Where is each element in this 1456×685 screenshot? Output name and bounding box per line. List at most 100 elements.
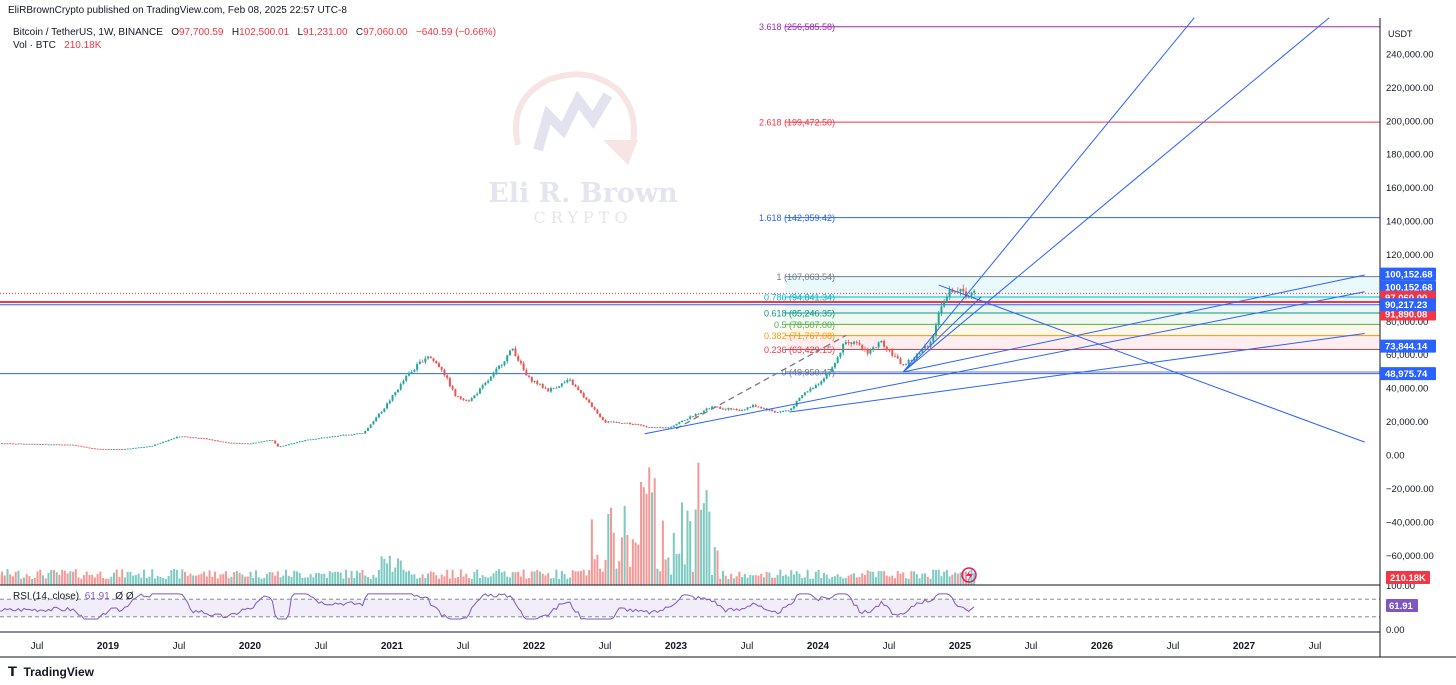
candle-body: [814, 385, 817, 389]
volume-bar: [356, 570, 359, 585]
candle-body: [940, 306, 943, 313]
candle-body: [732, 408, 735, 410]
candle-body: [874, 347, 877, 349]
volume-bar: [727, 578, 730, 585]
volume-bar: [11, 576, 14, 585]
volume-bar: [465, 573, 468, 585]
candlesticks: [0, 284, 976, 450]
volume-bar: [823, 573, 826, 585]
candle-body: [181, 436, 184, 438]
x-tick-label: 2023: [665, 641, 688, 652]
candle-body: [66, 444, 69, 446]
candle-body: [263, 441, 266, 442]
candle-body: [331, 436, 334, 438]
volume-bar: [738, 571, 741, 585]
lightning-icon: [961, 567, 977, 583]
volume-bar: [530, 571, 533, 585]
candle-body: [926, 346, 929, 347]
volume-bar: [110, 576, 113, 585]
candle-body: [435, 360, 438, 364]
volume-bar: [861, 573, 864, 585]
volume-bar: [394, 567, 397, 585]
rsi-label[interactable]: RSI (14, close): [13, 591, 80, 602]
candle-body: [934, 325, 937, 336]
fibonacci-levels[interactable]: 0 (49,950.47) 0.236 (63,429.15) 0.382 (71,…: [759, 22, 1380, 378]
tradingview-brand[interactable]: TradingView: [23, 665, 94, 679]
candle-body: [241, 443, 244, 445]
volume-bar: [44, 578, 47, 585]
volume-bar: [779, 569, 782, 585]
candle-body: [823, 378, 826, 382]
rsi-tick-label: 100.00: [1386, 581, 1415, 592]
volume-bar: [607, 513, 610, 585]
y-tick-label: 220,000.00: [1386, 83, 1434, 94]
symbol-name[interactable]: Bitcoin / TetherUS, 1W, BINANCE: [13, 27, 163, 38]
volume-bar: [506, 576, 509, 585]
volume-bar: [956, 573, 959, 585]
x-tick-label: 2019: [97, 641, 120, 652]
candle-body: [768, 409, 771, 411]
candle-body: [825, 374, 828, 379]
candle-body: [454, 389, 457, 397]
price-tag: [1380, 267, 1436, 281]
volume-bar: [104, 578, 107, 585]
candle-body: [719, 406, 722, 409]
horizontal-lines[interactable]: [0, 292, 1380, 375]
y-tick-label: 20,000.00: [1386, 417, 1428, 428]
candle-body: [951, 289, 954, 293]
candle-body: [661, 427, 664, 429]
candle-body: [410, 371, 413, 374]
candle-body: [831, 367, 834, 372]
candle-body: [675, 423, 678, 426]
candle-body: [806, 391, 809, 393]
price-tag-label: 100,152.68: [1385, 283, 1433, 294]
volume-label[interactable]: Vol · BTC: [13, 40, 56, 51]
candle-body: [970, 292, 973, 297]
volume-bar: [803, 577, 806, 585]
x-tick-label: 2027: [1233, 641, 1256, 652]
candle-body: [894, 355, 897, 357]
volume-bar: [885, 575, 888, 585]
volume-bar: [246, 576, 249, 585]
watermark-logo: Eli R. Brown CRYPTO: [488, 60, 678, 230]
candle-body: [126, 448, 129, 450]
volume-bar: [293, 570, 296, 585]
y-tick-label: 180,000.00: [1386, 150, 1434, 161]
candle-body: [858, 342, 861, 345]
volume-bar: [746, 577, 749, 585]
candle-body: [724, 408, 727, 410]
footer: 𝗧 TradingView: [8, 664, 94, 680]
volume-bar: [670, 574, 673, 585]
candle-body: [585, 397, 588, 400]
candle-body: [339, 435, 342, 437]
trend-line: [938, 284, 1365, 443]
candle-body: [386, 403, 389, 409]
candle-body: [741, 409, 744, 411]
candle-body: [645, 426, 648, 428]
volume-bar: [227, 578, 230, 585]
volume-bar: [315, 573, 318, 585]
trend-lines[interactable]: [644, 17, 1365, 443]
fib-band: [785, 324, 1380, 336]
tradingview-logo-icon[interactable]: 𝗧: [8, 664, 20, 679]
volume-bar: [795, 571, 798, 585]
candle-body: [817, 384, 820, 386]
y-tick-label: 240,000.00: [1386, 49, 1434, 60]
volume-bar: [544, 575, 547, 585]
candle-body: [405, 375, 408, 381]
x-tick-label: Jul: [173, 641, 186, 652]
candle-body: [306, 439, 309, 441]
volume-bar: [173, 569, 176, 585]
volume-bar: [634, 542, 637, 585]
volume-bar: [716, 550, 719, 585]
volume-bar: [681, 502, 684, 585]
candle-body: [143, 447, 146, 448]
candle-body: [44, 444, 47, 445]
candle-body: [555, 387, 558, 389]
candle-body: [334, 436, 337, 438]
volume-bar: [129, 571, 132, 585]
volume-bar: [31, 578, 34, 585]
volume-bar: [790, 570, 793, 585]
volume-bar: [3, 575, 6, 585]
